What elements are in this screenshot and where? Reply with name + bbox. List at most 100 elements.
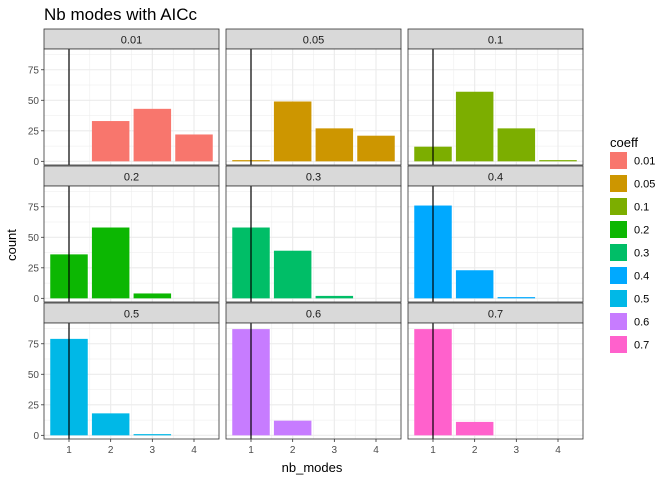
legend-swatch: [610, 175, 627, 192]
y-tick-label: 50: [28, 96, 40, 107]
x-tick-label: 3: [332, 445, 338, 456]
legend-item: 0.2: [610, 221, 649, 238]
bar: [315, 128, 354, 162]
bar: [273, 101, 312, 162]
facet-strip-label: 0.05: [303, 35, 324, 47]
legend-title: coeff: [610, 135, 638, 150]
facet-strip-label: 0.5: [124, 309, 139, 321]
bar: [91, 413, 130, 436]
y-tick-label: 0: [33, 157, 39, 168]
bar: [455, 270, 494, 299]
bar: [133, 293, 172, 299]
legend: coeff 0.01 0.05 0.1 0.2 0.3 0.4 0.5 0.6 0.7: [610, 135, 655, 353]
panel-border: [225, 185, 402, 303]
y-axis-title: count: [4, 229, 19, 261]
legend-item: 0.1: [610, 198, 649, 215]
legend-label: 0.01: [634, 156, 655, 168]
panel-border: [43, 185, 220, 303]
facet-panel: 0.01 0 25 50 75: [28, 28, 220, 168]
facet-strip-label: 0.3: [306, 172, 321, 184]
legend-swatch: [610, 221, 627, 238]
legend-label: 0.6: [634, 317, 649, 329]
y-tick-label: 75: [28, 339, 40, 350]
facet-strip-label: 0.1: [488, 35, 503, 47]
x-tick-label: 4: [373, 445, 379, 456]
legend-swatch: [610, 198, 627, 215]
x-tick-label: 4: [191, 445, 197, 456]
facet-panel: 0.6 1 2 3 4: [225, 302, 402, 456]
panel-border: [225, 322, 402, 440]
bar: [357, 135, 395, 162]
y-tick-label: 0: [33, 294, 39, 305]
legend-label: 0.4: [634, 271, 649, 283]
y-tick-label: 50: [28, 370, 40, 381]
panel-border: [43, 48, 220, 166]
facet-panel: 0.3: [225, 165, 402, 303]
legend-item: 0.05: [610, 175, 655, 192]
x-tick-label: 3: [514, 445, 520, 456]
legend-label: 0.7: [634, 340, 649, 352]
bar: [273, 420, 312, 436]
y-tick-label: 50: [28, 233, 40, 244]
legend-item: 0.7: [610, 336, 649, 353]
x-tick-label: 2: [290, 445, 296, 456]
facet-panel: 0.1: [407, 28, 584, 166]
facet-strip-label: 0.4: [488, 172, 503, 184]
panel-border: [43, 322, 220, 440]
y-tick-label: 75: [28, 65, 40, 76]
bar: [91, 227, 130, 299]
legend-label: 0.5: [634, 294, 649, 306]
facet-panel: 0.7 1 2 3 4: [407, 302, 584, 456]
facet-panel: 0.05: [225, 28, 402, 166]
bar: [455, 421, 494, 436]
legend-swatch: [610, 313, 627, 330]
legend-item: 0.4: [610, 267, 649, 284]
legend-swatch: [610, 244, 627, 261]
legend-item: 0.6: [610, 313, 649, 330]
legend-item: 0.3: [610, 244, 649, 261]
legend-swatch: [610, 152, 627, 169]
bar: [133, 108, 172, 162]
y-tick-label: 25: [28, 263, 40, 274]
y-tick-label: 25: [28, 126, 40, 137]
bar: [539, 160, 577, 162]
x-tick-label: 4: [555, 445, 561, 456]
facet-panel: 0.4: [407, 165, 584, 303]
legend-swatch: [610, 290, 627, 307]
legend-swatch: [610, 336, 627, 353]
facet-strip-label: 0.7: [488, 309, 503, 321]
legend-swatch: [610, 267, 627, 284]
x-tick-label: 2: [108, 445, 114, 456]
bar: [497, 297, 536, 299]
x-tick-label: 3: [150, 445, 156, 456]
facet-strip-label: 0.2: [124, 172, 139, 184]
chart-title: Nb modes with AICc: [44, 5, 198, 24]
panel-border: [407, 322, 584, 440]
legend-label: 0.2: [634, 225, 649, 237]
facet-panel: 0.5 0 25 50 75 1 2 3 4: [28, 302, 220, 456]
panel-border: [407, 185, 584, 303]
legend-label: 0.05: [634, 179, 655, 191]
x-tick-label: 1: [248, 445, 254, 456]
x-tick-label: 2: [472, 445, 478, 456]
panel-border: [407, 48, 584, 166]
bar: [133, 434, 172, 436]
facet-strip-label: 0.01: [121, 35, 142, 47]
y-tick-label: 0: [33, 431, 39, 442]
y-tick-label: 75: [28, 202, 40, 213]
panel-border: [225, 48, 402, 166]
facet-strip-label: 0.6: [306, 309, 321, 321]
legend-item: 0.01: [610, 152, 655, 169]
facet-panel: 0.2 0 25 50 75: [28, 165, 220, 305]
bar: [91, 121, 130, 162]
bar: [175, 134, 213, 162]
x-tick-label: 1: [66, 445, 72, 456]
legend-label: 0.1: [634, 202, 649, 214]
y-tick-label: 25: [28, 400, 40, 411]
x-axis-title: nb_modes: [282, 460, 343, 475]
bar: [497, 128, 536, 162]
bar: [273, 250, 312, 299]
x-tick-label: 1: [430, 445, 436, 456]
